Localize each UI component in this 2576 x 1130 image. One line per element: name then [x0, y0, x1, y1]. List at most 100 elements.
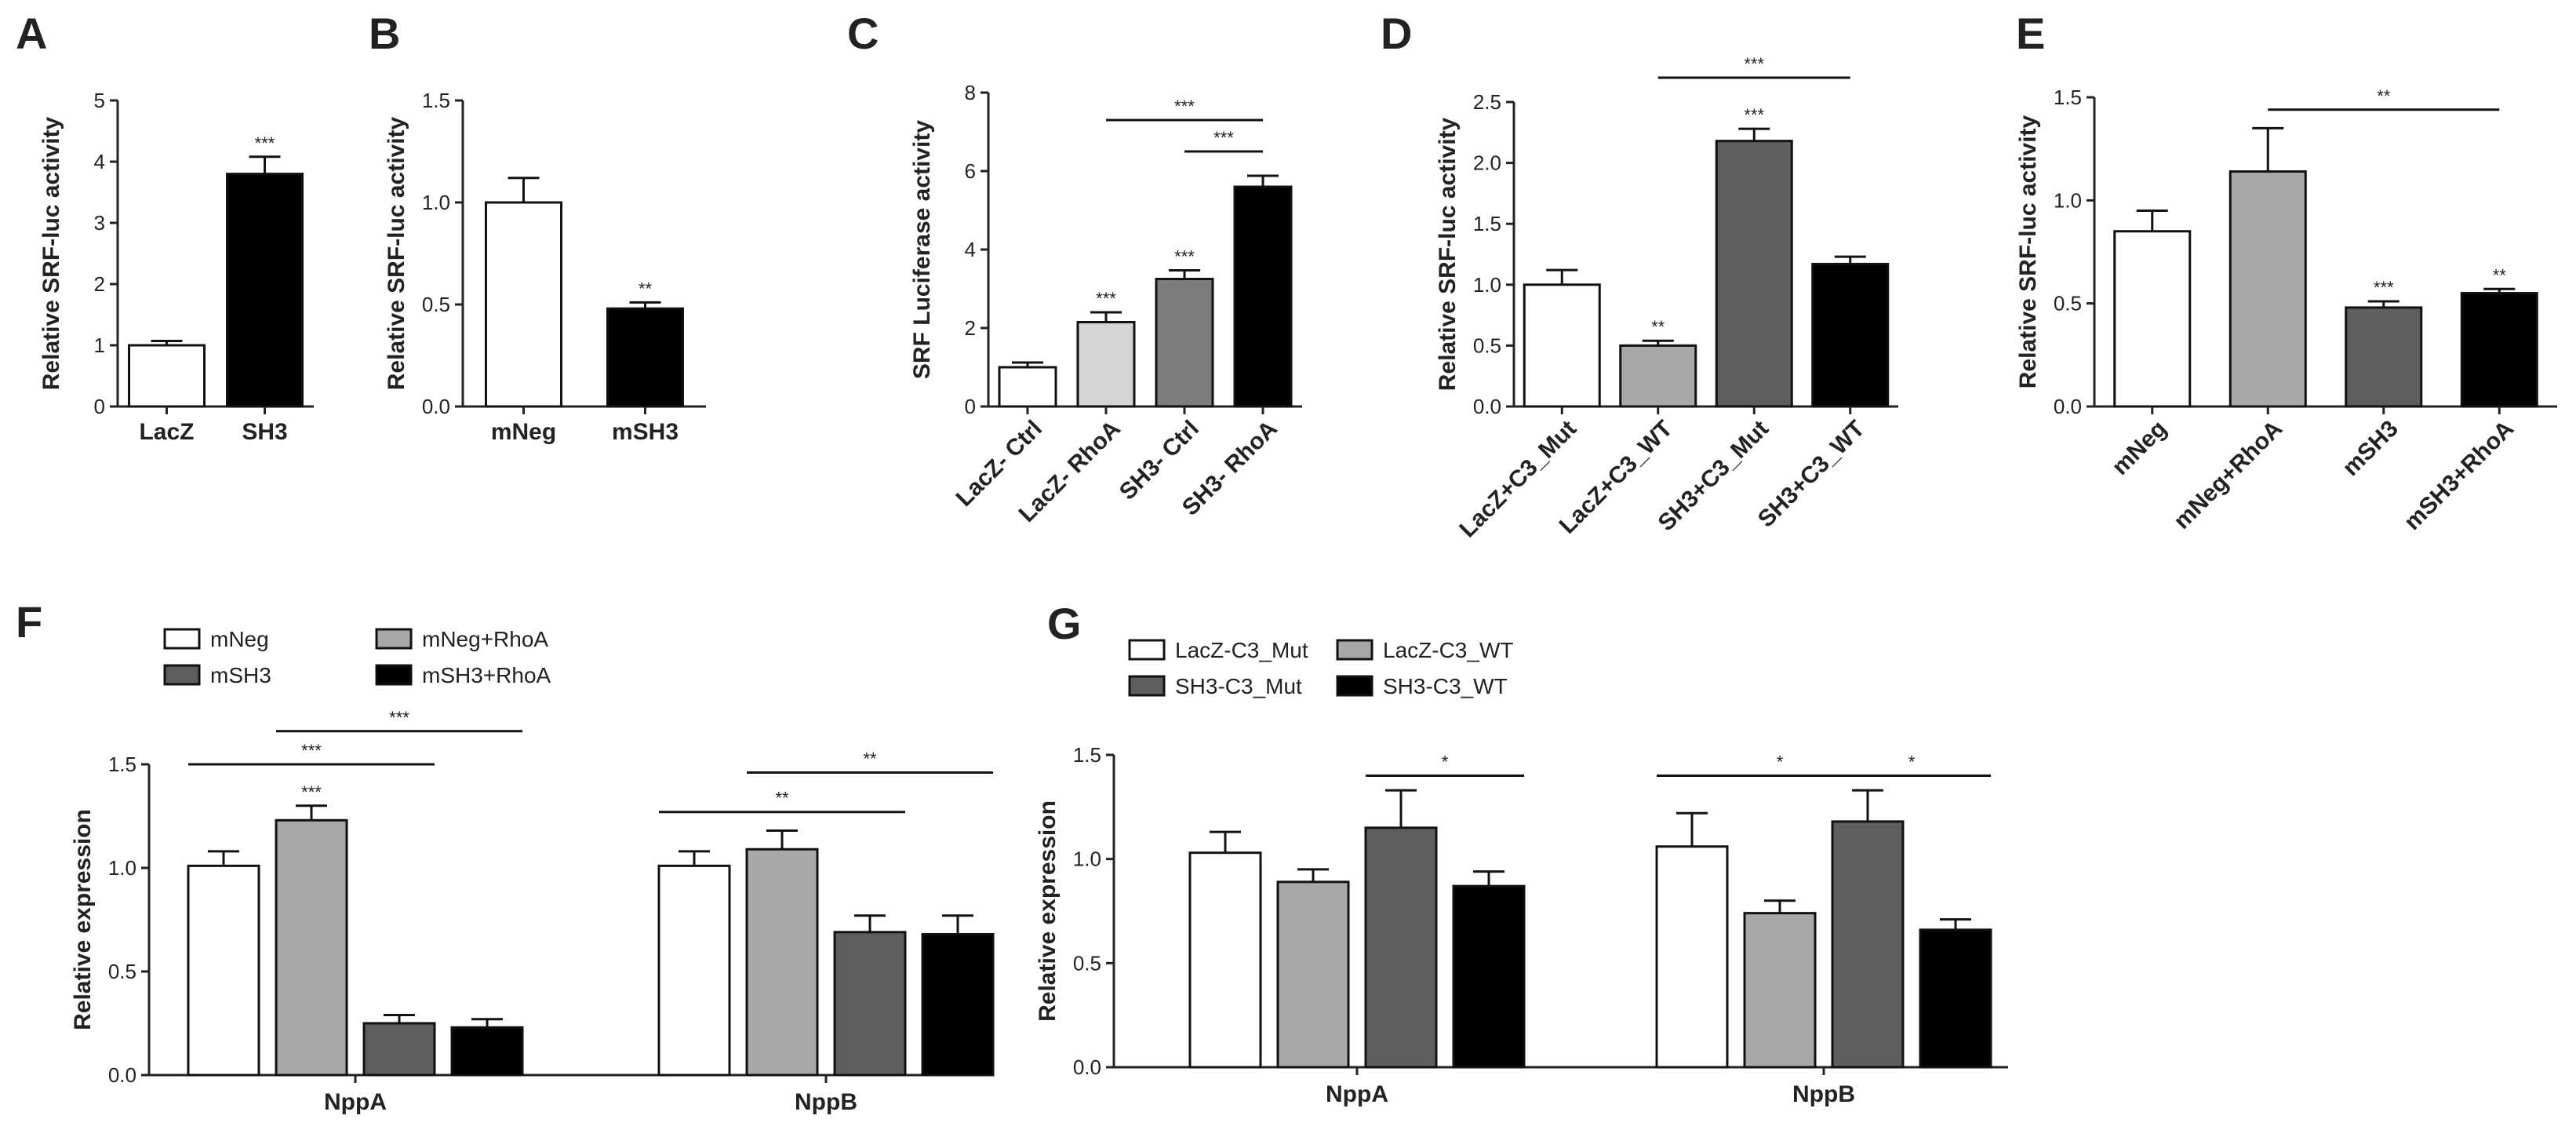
y-tick-label: 1	[94, 334, 105, 357]
legend-swatch	[163, 628, 201, 650]
significance-bracket-label: *	[1442, 753, 1449, 772]
x-category-label: LacZ	[139, 419, 194, 445]
y-tick-label: 1.0	[1073, 848, 1101, 871]
y-tick-label: 5	[94, 89, 105, 112]
y-tick-label: 0.0	[1073, 1055, 1101, 1079]
significance-label: **	[1651, 317, 1665, 337]
x-category-label: mNeg+RhoA	[2169, 416, 2287, 534]
x-group-label: NppA	[324, 1089, 387, 1115]
panel-label: A	[16, 9, 47, 58]
y-tick-label: 8	[965, 81, 976, 104]
y-tick-label: 1.5	[1473, 212, 1501, 235]
panel-label: E	[2016, 9, 2045, 58]
y-axis-label: Relative SRF-luc activity	[384, 116, 409, 390]
bar-mneg	[187, 864, 260, 1077]
legend: mNeg mSH3 mNeg+RhoA mSH3+RhoA	[163, 627, 551, 687]
significance-bracket-label: **	[863, 749, 877, 769]
significance-label: **	[639, 279, 653, 298]
x-category-label: SH3	[242, 419, 287, 445]
y-tick-label: 0.5	[1473, 334, 1501, 357]
bar-msh3	[362, 1022, 436, 1077]
bar-mneg-rhoa	[745, 848, 819, 1077]
panel-label: F	[16, 597, 42, 647]
significance-bracket-label: **	[775, 789, 789, 808]
y-tick-label: 2	[965, 316, 976, 340]
y-tick-label: 3	[94, 211, 105, 235]
bar-mneg-rhoa	[275, 818, 348, 1077]
significance-bracket-label: ***	[1213, 128, 1234, 148]
legend-swatch	[1336, 675, 1374, 697]
bar-3	[1715, 140, 1793, 408]
bar-mneg	[657, 864, 731, 1077]
y-tick-label: 2.0	[1473, 151, 1501, 175]
bar-4	[1811, 262, 1890, 408]
y-tick-label: 1.0	[1473, 273, 1501, 297]
bar-3	[2345, 306, 2423, 408]
y-tick-label: 0	[94, 395, 105, 418]
bar-sh3-c3-wt	[1919, 928, 1992, 1069]
bar-4	[1233, 185, 1293, 408]
bar-lacz-c3-wt	[1276, 880, 1350, 1069]
y-axis-label: Relative expression	[70, 809, 96, 1030]
panel-a: A 0 1 2 3 4 5 Relative SRF-luc activity LacZ *** S…	[16, 9, 314, 445]
x-category-label: mNeg	[491, 419, 556, 445]
x-group-label: NppB	[795, 1089, 857, 1115]
y-tick-label: 1.5	[1073, 743, 1101, 767]
y-tick-label: 1.5	[108, 753, 136, 776]
bar-1	[2113, 230, 2192, 408]
legend-swatch	[375, 664, 413, 686]
significance-bracket-label: ***	[1174, 97, 1195, 116]
y-tick-label: 0.0	[422, 395, 450, 418]
y-axis-label: SRF Luciferase activity	[909, 120, 935, 379]
significance-label: ***	[2374, 278, 2394, 297]
significance-bracket-label: *	[1908, 753, 1916, 772]
significance-bracket-label: ***	[1744, 54, 1764, 74]
panel-g: G 0.0 0.5 1.0 1.5 Relative expression NppA NppB…	[1035, 599, 2008, 1107]
significance-label: ***	[1174, 247, 1195, 267]
bar-2	[1619, 344, 1697, 408]
bar-lacz-c3-mut	[1188, 851, 1262, 1069]
x-group-label: NppB	[1792, 1081, 1855, 1107]
y-tick-label: 6	[965, 159, 976, 183]
significance-bracket-label: ***	[389, 708, 409, 727]
legend: LacZ-C3_Mut SH3-C3_Mut LacZ-C3_WT SH3-C3_WT	[1128, 638, 1513, 698]
significance-bracket-label: ***	[301, 741, 322, 760]
y-axis-label: Relative SRF-luc activity	[38, 116, 64, 390]
y-axis-label: Relative SRF-luc activity	[2015, 115, 2041, 388]
bar-2	[2229, 170, 2307, 408]
bar-msh3-rhoa	[450, 1026, 524, 1077]
legend-label: LacZ-C3_Mut	[1175, 638, 1308, 662]
y-axis-label: Relative SRF-luc activity	[1435, 117, 1461, 391]
significance-label: ***	[1744, 105, 1764, 125]
y-tick-label: 2.5	[1473, 90, 1501, 114]
bar-lacz-c3-wt	[1743, 912, 1817, 1069]
x-category-label: mSH3	[2338, 416, 2403, 481]
legend-swatch	[1128, 639, 1166, 661]
significance-label: **	[2493, 265, 2507, 285]
bar-sh3-c3-wt	[1452, 884, 1526, 1069]
y-tick-label: 0.5	[1073, 951, 1101, 975]
legend-swatch	[163, 664, 201, 686]
legend-label: SH3-C3_Mut	[1175, 674, 1302, 698]
y-tick-label: 0.0	[108, 1063, 136, 1087]
bar-1	[1523, 283, 1601, 408]
y-axis-label: Relative expression	[1035, 800, 1061, 1022]
bar-msh3-rhoa	[921, 932, 995, 1077]
bar-2	[606, 307, 684, 408]
significance-bracket-label: **	[2377, 86, 2391, 106]
panel-label: G	[1047, 599, 1082, 648]
y-tick-label: 1.5	[422, 89, 450, 112]
y-tick-label: 1.0	[2054, 188, 2082, 212]
panel-f: F 0.0 0.5 1.0 1.5 Relative expression NppA NppB…	[16, 597, 995, 1115]
y-tick-label: 0.5	[108, 960, 136, 983]
significance-label: ***	[255, 133, 275, 153]
legend-label: mNeg+RhoA	[422, 627, 548, 651]
bar-4	[2460, 292, 2538, 408]
significance-label: ***	[301, 782, 322, 802]
bar-3	[1155, 278, 1214, 408]
y-tick-label: 2	[94, 272, 105, 296]
bar-1	[998, 366, 1057, 408]
legend-label: mNeg	[210, 627, 269, 651]
